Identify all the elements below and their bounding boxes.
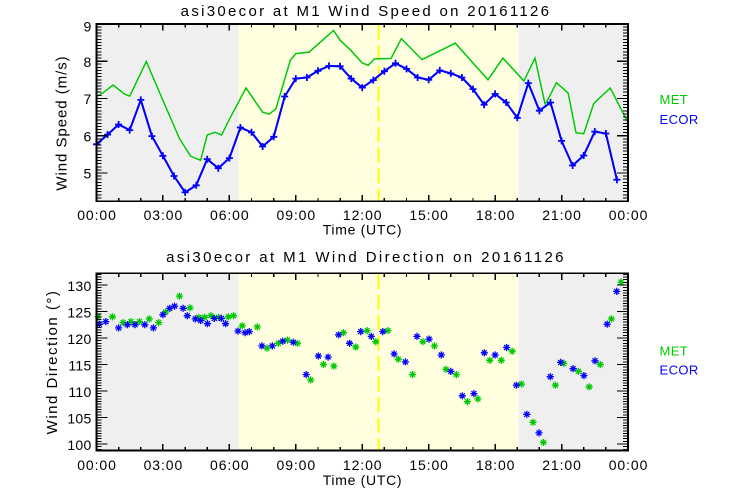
svg-text:5: 5 [84,166,92,182]
svg-text:12:00: 12:00 [343,457,383,473]
svg-text:ECOR: ECOR [660,363,699,378]
svg-text:130: 130 [67,278,91,294]
svg-text:100: 100 [67,437,91,453]
svg-text:MET: MET [660,92,689,107]
svg-text:ECOR: ECOR [660,112,699,127]
svg-text:120: 120 [67,331,91,347]
svg-text:21:00: 21:00 [542,207,582,223]
svg-text:Wind Speed (m/s): Wind Speed (m/s) [54,55,71,190]
svg-text:15:00: 15:00 [409,457,449,473]
svg-text:Time (UTC): Time (UTC) [323,472,403,488]
svg-text:9: 9 [84,19,92,35]
svg-text:105: 105 [67,410,91,426]
svg-text:MET: MET [660,344,689,359]
svg-text:09:00: 09:00 [277,207,317,223]
svg-text:asi30ecor at M1 Wind Direction: asi30ecor at M1 Wind Direction on 201611… [166,249,566,266]
svg-text:18:00: 18:00 [476,207,516,223]
svg-text:06:00: 06:00 [210,457,250,473]
svg-text:12:00: 12:00 [343,207,383,223]
svg-text:125: 125 [67,304,91,320]
svg-text:7: 7 [84,91,92,107]
svg-text:Time (UTC): Time (UTC) [323,222,403,238]
svg-text:00:00: 00:00 [77,457,117,473]
svg-text:21:00: 21:00 [542,457,582,473]
svg-text:09:00: 09:00 [277,457,317,473]
svg-text:115: 115 [68,357,91,373]
svg-text:00:00: 00:00 [609,207,649,223]
svg-text:00:00: 00:00 [609,457,649,473]
svg-text:18:00: 18:00 [476,457,516,473]
svg-text:Wind Direction (°): Wind Direction (°) [44,290,61,435]
svg-text:00:00: 00:00 [77,207,117,223]
svg-text:06:00: 06:00 [210,207,250,223]
svg-text:03:00: 03:00 [144,457,184,473]
svg-text:03:00: 03:00 [144,207,184,223]
svg-text:6: 6 [84,128,92,144]
svg-text:15:00: 15:00 [409,207,449,223]
svg-text:110: 110 [68,384,91,400]
svg-text:8: 8 [84,54,92,70]
svg-text:asi30ecor at M1 Wind Speed on: asi30ecor at M1 Wind Speed on 20161126 [181,3,552,20]
